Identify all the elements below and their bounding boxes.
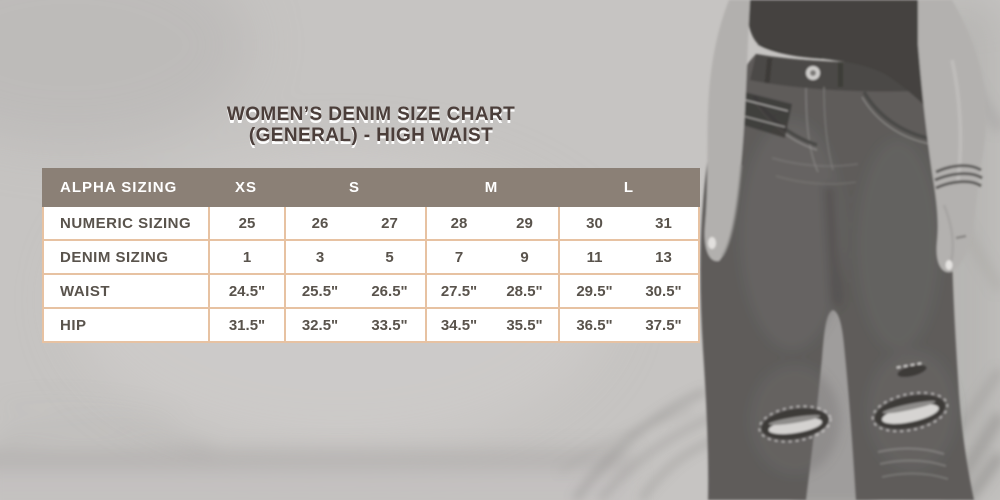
header-alpha-sizing: ALPHA SIZING <box>60 179 178 196</box>
tshirt <box>745 0 937 112</box>
column-header-l: L <box>623 179 635 196</box>
column-header-xs: XS <box>234 179 257 196</box>
table-body: NUMERIC SIZING 25 26 27 28 29 30 31 DENI… <box>42 207 700 343</box>
table-cell: 5 <box>385 248 394 266</box>
table-cell: 31 <box>655 214 672 232</box>
page-title-line2: (GENERAL) - HIGH WAIST <box>248 125 494 146</box>
table-cell: 32.5" <box>284 309 354 341</box>
table-cell: 26 <box>284 207 354 239</box>
table-cell: 11 <box>558 241 629 273</box>
row-label: NUMERIC SIZING <box>60 214 192 232</box>
table-cell: 25.5" <box>284 275 354 307</box>
table-row-numeric-sizing: NUMERIC SIZING 25 26 27 28 29 30 31 <box>44 207 698 239</box>
page-title-line1: WOMEN’S DENIM SIZE CHART <box>226 104 516 125</box>
table-cell: 28.5" <box>506 282 543 300</box>
table-cell: 33.5" <box>371 316 408 334</box>
table-cell: 7 <box>425 241 491 273</box>
knee-rip-right <box>871 391 949 433</box>
table-cell: 30.5" <box>645 282 682 300</box>
table-cell: 26.5" <box>371 282 408 300</box>
table-row-denim-sizing: DENIM SIZING 1 3 5 7 9 11 13 <box>44 239 698 273</box>
size-chart-table: ALPHA SIZING XS S M L NUMERIC SIZING 25 … <box>42 168 700 343</box>
row-label: WAIST <box>60 282 110 300</box>
table-cell: 29.5" <box>558 275 629 307</box>
woman-photo <box>700 0 987 500</box>
knee-rip-left <box>758 405 832 443</box>
table-cell: 27.5" <box>425 275 491 307</box>
table-cell: 29 <box>516 214 533 232</box>
column-header-m: M <box>484 179 499 196</box>
table-cell: 37.5" <box>645 316 682 334</box>
table-cell: 3 <box>284 241 354 273</box>
coin-pocket <box>740 92 792 138</box>
table-row-waist: WAIST 24.5" 25.5" 26.5" 27.5" 28.5" 29.5… <box>44 273 698 307</box>
table-cell: 24.5" <box>208 275 284 307</box>
bracelet <box>934 164 983 190</box>
table-cell: 31.5" <box>208 309 284 341</box>
left-hand-nail <box>708 237 716 249</box>
row-label: HIP <box>60 316 87 334</box>
page-title: WOMEN’S DENIM SIZE CHART (GENERAL) - HIG… <box>42 104 700 146</box>
table-row-hip: HIP 31.5" 32.5" 33.5" 34.5" 35.5" 36.5" … <box>44 307 698 341</box>
table-cell: 34.5" <box>425 309 491 341</box>
right-hand-nail <box>945 260 953 270</box>
column-header-s: S <box>348 179 360 196</box>
table-header-row: ALPHA SIZING XS S M L <box>42 168 700 207</box>
blurred-ground-band <box>0 400 630 500</box>
left-arm <box>704 0 750 262</box>
table-cell: 1 <box>208 241 284 273</box>
row-label: DENIM SIZING <box>60 248 169 266</box>
table-cell: 27 <box>381 214 398 232</box>
front-pocket-right <box>862 91 933 141</box>
table-cell: 9 <box>520 248 529 266</box>
table-cell: 13 <box>655 248 672 266</box>
table-cell: 25 <box>208 207 284 239</box>
knee-distress <box>896 361 927 378</box>
table-cell: 28 <box>425 207 491 239</box>
right-arm <box>918 0 987 273</box>
table-cell: 30 <box>558 207 629 239</box>
table-cell: 36.5" <box>558 309 629 341</box>
table-cell: 35.5" <box>506 316 543 334</box>
ring <box>955 234 967 240</box>
